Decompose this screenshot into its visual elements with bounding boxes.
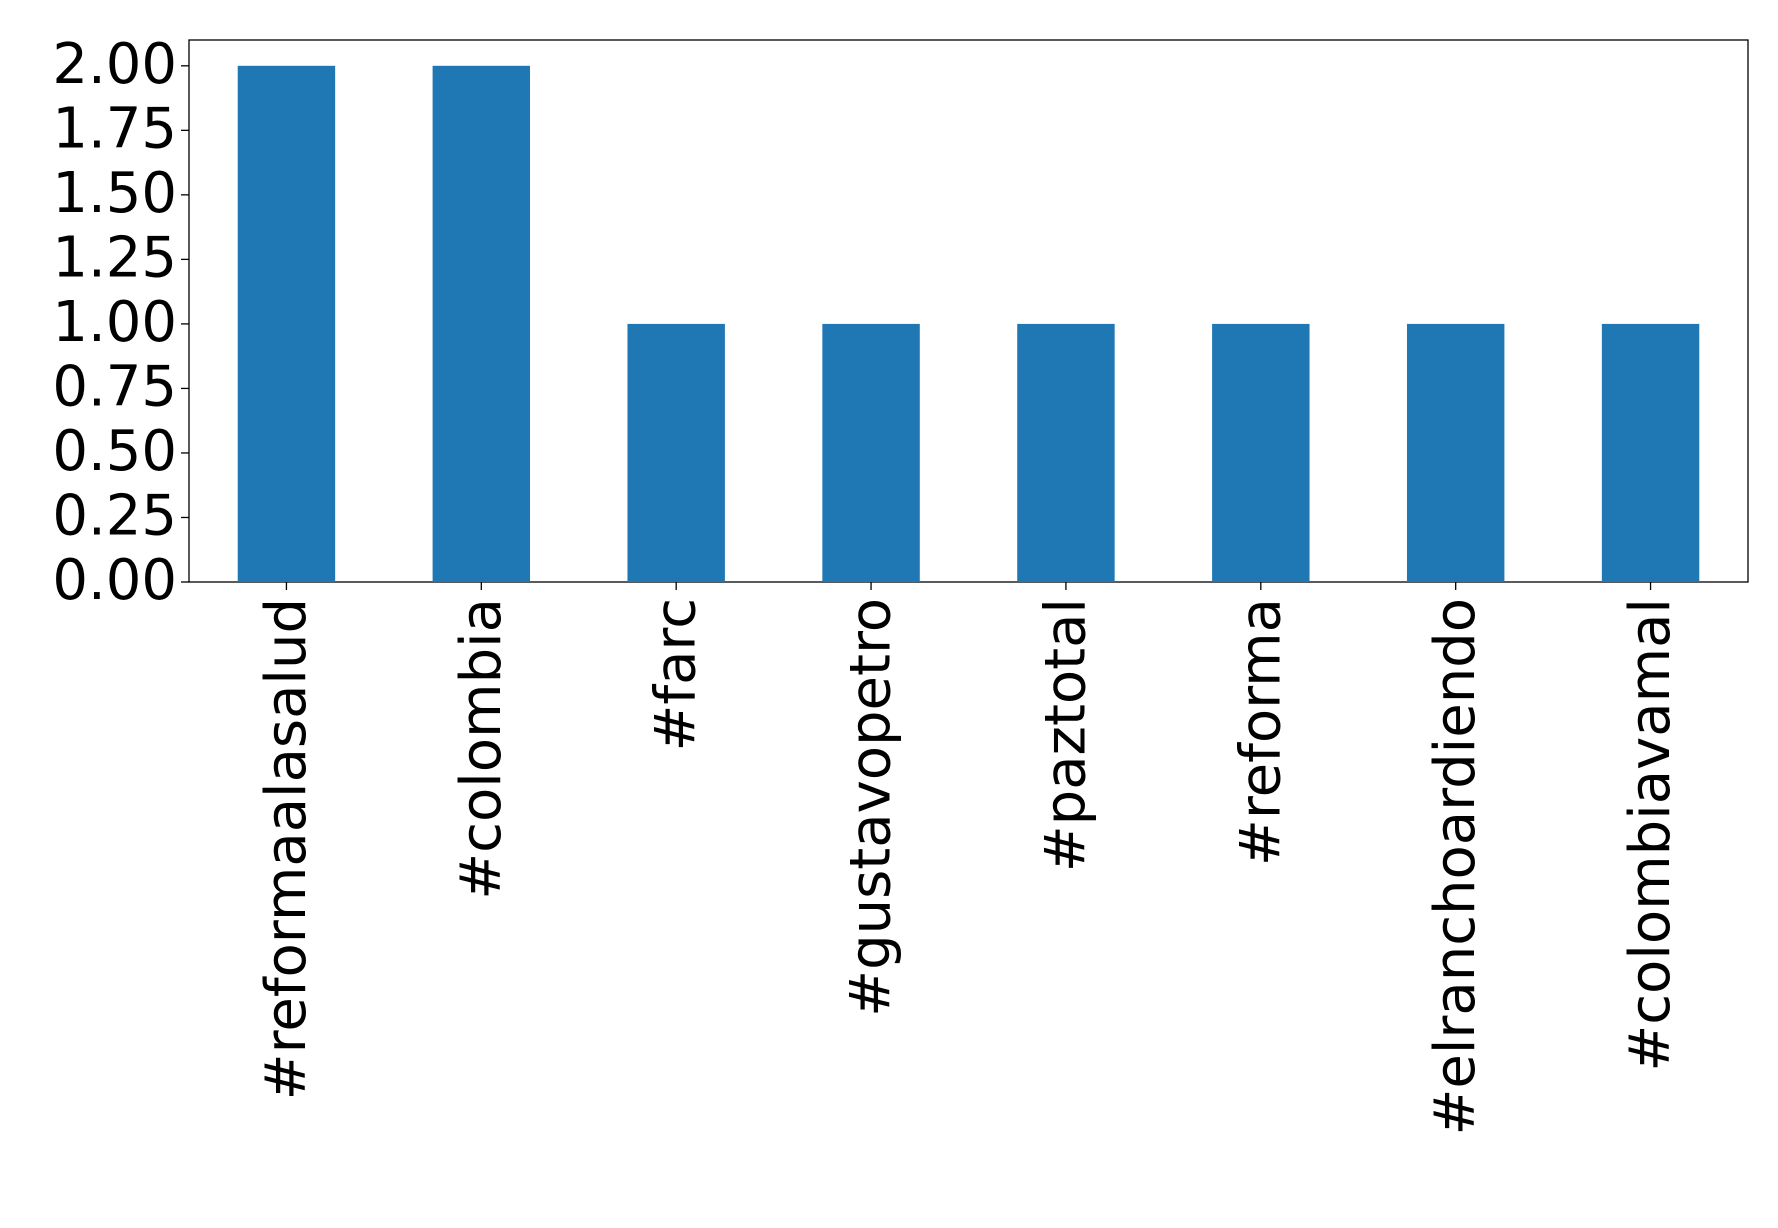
y-tick-label: 1.00 [52,290,177,355]
y-tick-label: 1.50 [52,161,177,226]
plot-frame [188,39,1749,583]
x-tick-label: #farc [644,598,709,752]
bar [627,323,725,582]
x-tick-label: #colombiavamal [1618,598,1683,1072]
x-tick-label: #elranchoardiendo [1423,598,1488,1136]
bar [237,65,336,583]
x-tick-label: #reformaalasalud [254,598,319,1100]
bar [822,323,920,582]
x-tick-label: #gustavopetro [839,598,904,1017]
y-tick-label: 0.00 [52,548,177,613]
y-tick-label: 0.25 [52,484,177,549]
bar [1212,323,1310,582]
bar [432,65,531,583]
y-tick-label: 0.50 [52,419,177,484]
bar [1601,323,1700,582]
bar [1406,323,1505,582]
y-tick-label: 1.25 [52,226,177,291]
x-tick-label: #reforma [1228,598,1293,866]
bar [1017,323,1115,582]
y-tick-label: 1.75 [52,96,177,161]
y-tick-label: 0.75 [52,355,177,420]
y-tick-label: 2.00 [52,32,177,97]
x-tick-label: #colombia [449,598,514,900]
x-tick-label: #paztotal [1033,598,1098,872]
